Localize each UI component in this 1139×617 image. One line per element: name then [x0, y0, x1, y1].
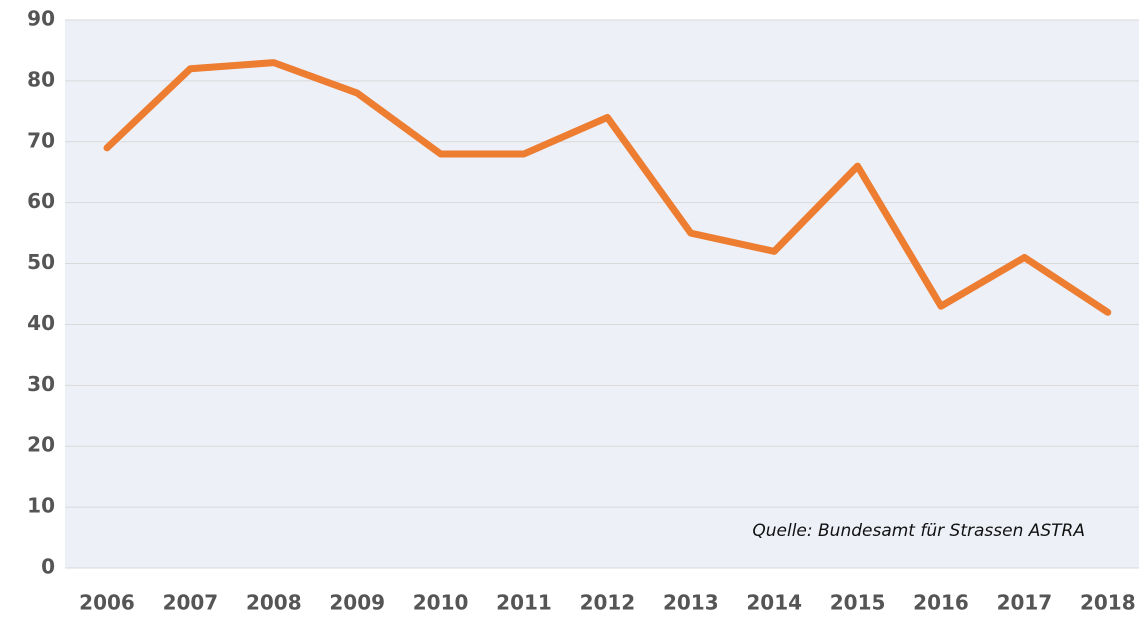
x-tick-label: 2016 — [913, 591, 969, 615]
x-tick-label: 2014 — [746, 591, 802, 615]
x-tick-label: 2008 — [246, 591, 302, 615]
y-tick-label: 20 — [27, 433, 55, 457]
x-tick-label: 2009 — [329, 591, 385, 615]
y-tick-label: 80 — [27, 67, 55, 91]
y-tick-label: 70 — [27, 128, 55, 152]
data-line — [103, 59, 1112, 316]
y-tick-label: 30 — [27, 372, 55, 396]
x-tick-label: 2007 — [163, 591, 219, 615]
x-tick-label: 2011 — [496, 591, 552, 615]
y-tick-label: 40 — [27, 311, 55, 335]
y-tick-label: 50 — [27, 250, 55, 274]
x-tick-label: 2013 — [663, 591, 719, 615]
plot-area — [65, 20, 1139, 568]
x-tick-label: 2018 — [1080, 591, 1136, 615]
y-tick-label: 10 — [27, 494, 55, 518]
x-tick-label: 2006 — [79, 591, 135, 615]
x-tick-label: 2015 — [830, 591, 886, 615]
y-tick-label: 60 — [27, 189, 55, 213]
x-tick-label: 2010 — [413, 591, 469, 615]
y-tick-label: 0 — [41, 555, 55, 579]
x-tick-label: 2012 — [580, 591, 636, 615]
x-tick-label: 2017 — [997, 591, 1053, 615]
annotation: Quelle: Bundesamt für Strassen ASTRA — [752, 521, 1085, 541]
y-tick-label: 90 — [27, 7, 55, 31]
